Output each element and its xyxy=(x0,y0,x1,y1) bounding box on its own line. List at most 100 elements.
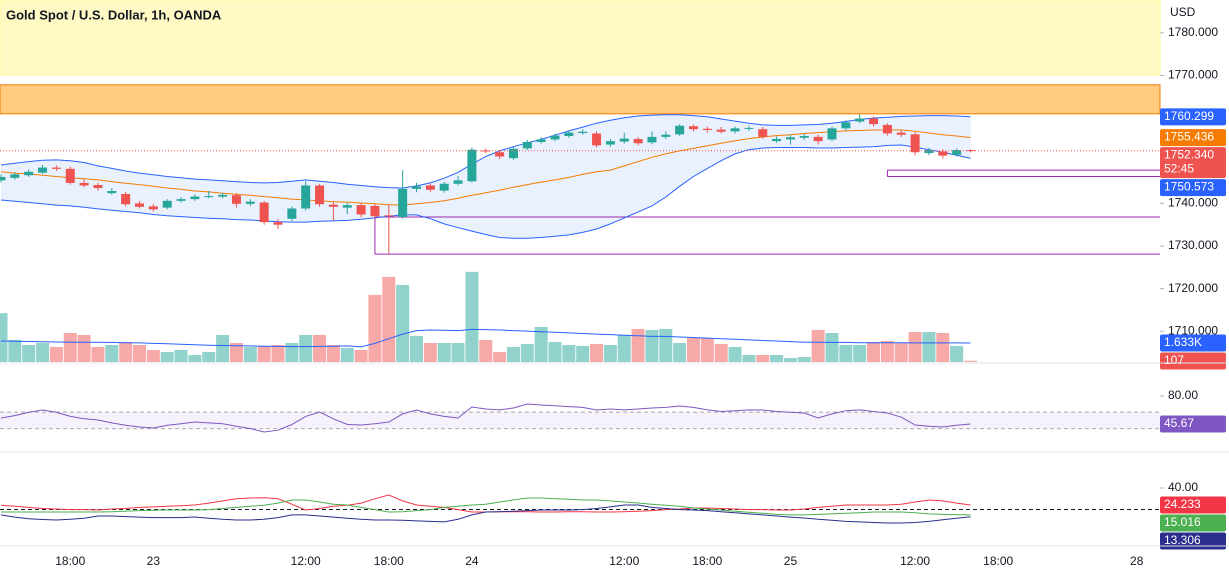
volume-bar xyxy=(825,333,839,362)
candle-body xyxy=(412,186,421,189)
candle-body xyxy=(966,150,975,152)
candle-body xyxy=(245,201,255,204)
volume-bar xyxy=(742,355,756,362)
candle-body xyxy=(813,136,823,142)
volume-bar xyxy=(853,344,867,362)
candle-body xyxy=(536,139,546,142)
volume-bar xyxy=(908,331,922,362)
volume-bar xyxy=(479,339,493,362)
candle-body xyxy=(218,194,228,197)
candle-body xyxy=(772,139,782,142)
volume-bar xyxy=(617,334,631,362)
x-tick-label: 12:00 xyxy=(609,554,639,568)
volume-bar xyxy=(936,333,950,362)
candle-body xyxy=(855,118,865,122)
volume-bar xyxy=(285,343,299,362)
candle-body xyxy=(301,185,311,209)
volume-bar xyxy=(299,334,313,362)
candle-body xyxy=(121,194,131,205)
price-tag-label: 52:45 xyxy=(1164,162,1194,176)
candle-body xyxy=(799,136,809,138)
candle-body xyxy=(938,151,948,156)
candle-body xyxy=(231,195,241,204)
candle-body xyxy=(744,127,754,129)
volume-bar xyxy=(36,343,50,362)
volume-bar xyxy=(271,344,285,362)
dmi-line xyxy=(0,504,971,524)
price-tag xyxy=(1160,352,1226,370)
volume-bar xyxy=(146,350,160,362)
volume-bar xyxy=(811,329,825,362)
candle-body xyxy=(495,152,505,157)
candle-body xyxy=(439,183,449,191)
y-tick-label: 1720.000 xyxy=(1168,281,1218,295)
volume-bar xyxy=(437,343,451,362)
price-tag-label: 1752.340 xyxy=(1164,148,1214,162)
candle-body xyxy=(550,135,560,140)
volume-bar xyxy=(22,344,36,362)
volume-bar xyxy=(797,356,811,362)
volume-bar xyxy=(174,350,188,362)
candle-body xyxy=(827,128,837,140)
x-tick-label: 18:00 xyxy=(983,554,1013,568)
candle-body xyxy=(952,150,962,155)
volume-bar xyxy=(326,344,340,362)
volume-bar xyxy=(673,343,687,362)
volume-bar xyxy=(506,346,520,362)
overlay-line xyxy=(0,114,971,189)
volume-bar xyxy=(77,334,91,362)
volume-bar xyxy=(687,338,700,362)
y-tick-label: 1770.000 xyxy=(1168,68,1218,82)
volume-bar xyxy=(562,344,576,362)
candle-body xyxy=(481,150,491,152)
candle-body xyxy=(425,185,435,190)
candle-body xyxy=(315,185,325,205)
volume-bar xyxy=(354,350,368,362)
candle-body xyxy=(605,141,615,145)
candle-body xyxy=(578,131,588,134)
candle-body xyxy=(38,167,48,173)
volume-bar xyxy=(396,284,410,362)
volume-bar xyxy=(313,334,327,362)
y-tick-label: 40.00 xyxy=(1168,480,1198,494)
volume-bar xyxy=(368,294,382,362)
candle-body xyxy=(190,196,200,200)
price-tag-label: 45.67 xyxy=(1164,416,1194,430)
price-tag-label: 1755.436 xyxy=(1164,130,1214,144)
price-tag-label: 13.306 xyxy=(1164,533,1201,547)
candle-body xyxy=(910,134,920,153)
dmi-line xyxy=(1,497,971,516)
volume-bar xyxy=(659,328,673,362)
rsi-band-fill xyxy=(0,412,1160,429)
candle-body xyxy=(107,191,117,194)
volume-bar xyxy=(894,343,908,362)
volume-bar xyxy=(229,343,243,362)
volume-bar xyxy=(922,331,936,362)
volume-bar xyxy=(714,343,728,362)
volume-bar xyxy=(964,360,977,362)
candle-body xyxy=(51,167,61,169)
candle-body xyxy=(647,136,657,143)
overlay-line xyxy=(0,144,971,239)
x-tick-label: 25 xyxy=(784,554,798,568)
price-zone xyxy=(0,0,1161,76)
overlay-line xyxy=(0,129,971,206)
candle-body xyxy=(689,126,698,130)
candle-body xyxy=(633,139,643,144)
volume-bar xyxy=(105,344,119,362)
volume-bar xyxy=(340,348,354,362)
candle-body xyxy=(841,122,851,129)
volume-bar xyxy=(202,351,216,362)
price-tag xyxy=(1160,415,1226,433)
candle-body xyxy=(467,149,477,182)
candle-body xyxy=(10,174,20,178)
volume-bar xyxy=(493,351,507,362)
volume-bar xyxy=(119,341,133,362)
volume-bar xyxy=(603,344,617,362)
candle-body xyxy=(176,199,186,201)
candle-body xyxy=(93,185,103,189)
price-tag xyxy=(1160,179,1226,197)
x-tick-label: 12:00 xyxy=(900,554,930,568)
